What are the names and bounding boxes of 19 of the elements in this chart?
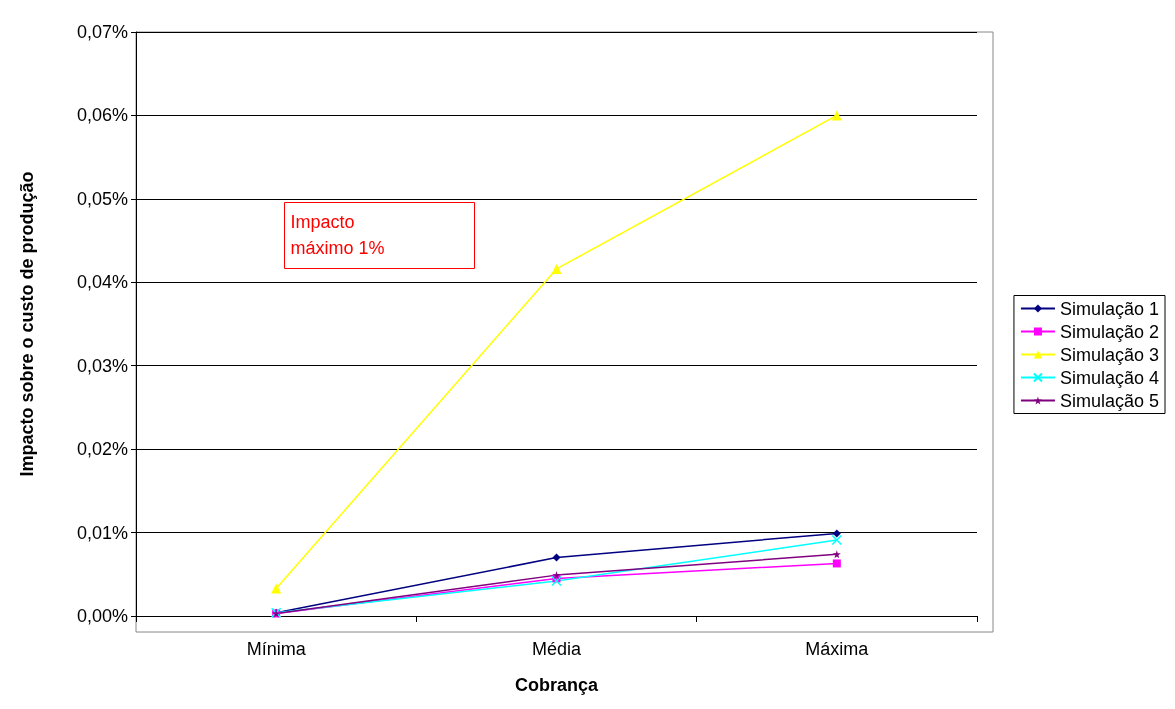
y-tick-label: 0,01% xyxy=(76,522,128,543)
x-tick-label: Média xyxy=(531,639,582,659)
y-tick-label: 0,00% xyxy=(76,606,128,626)
y-tick-label: 0,06% xyxy=(76,105,128,126)
y-tick-label: 0,07% xyxy=(76,22,128,42)
x-axis-title: Cobrança xyxy=(514,675,599,695)
y-tick-label: 0,02% xyxy=(76,439,128,460)
legend-label: Simulação 2 xyxy=(1059,321,1160,342)
legend-label: Simulação 4 xyxy=(1059,367,1160,388)
y-tick-label: 0,05% xyxy=(76,188,128,209)
legend-label: Simulação 1 xyxy=(1059,298,1160,319)
x-tick-label: Mínima xyxy=(246,639,307,659)
y-tick-label: 0,04% xyxy=(76,272,128,293)
annotation: Impacto máximo 1% xyxy=(290,211,385,258)
legend-label: Simulação 5 xyxy=(1059,390,1160,411)
legend-label: Simulação 3 xyxy=(1059,344,1160,365)
x-tick-label: Máxima xyxy=(805,639,870,659)
y-axis-title: Impacto sobre o custo de produção xyxy=(17,171,37,477)
y-tick-label: 0,03% xyxy=(76,355,128,376)
